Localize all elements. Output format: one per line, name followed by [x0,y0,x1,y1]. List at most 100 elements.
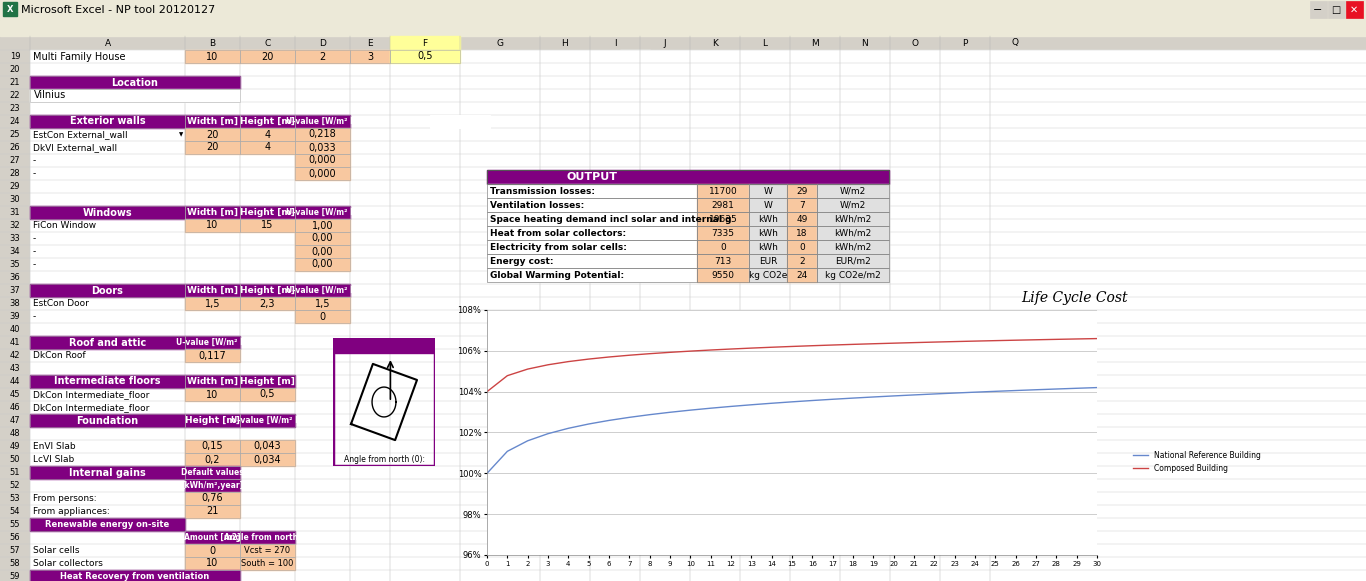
Bar [749,254,787,268]
Bar [30,518,184,531]
Bar [295,154,350,167]
Text: −: − [1313,5,1322,15]
Text: 24: 24 [10,117,20,126]
Bar [697,254,749,268]
Bar [240,50,295,63]
Bar [295,115,350,128]
Bar [295,206,350,219]
Bar [184,375,240,388]
Text: 57: 57 [10,546,20,555]
Bar [30,570,240,581]
National Reference Building [926,390,943,397]
Text: 0: 0 [799,242,805,252]
Line: Composed Building: Composed Building [488,339,1097,392]
Bar [295,50,350,63]
Text: 32: 32 [10,221,20,230]
Text: 31: 31 [10,208,20,217]
Bar [184,50,240,63]
Composed Building [601,353,617,360]
Bar [488,184,697,198]
Composed Building [906,339,922,346]
Bar [240,219,295,232]
Text: C: C [265,38,270,48]
National Reference Building [947,390,963,397]
Bar [333,338,436,353]
Bar [30,518,184,531]
Text: 10: 10 [206,52,219,62]
Bar [295,141,350,154]
Bar [184,141,240,154]
Bar [184,349,240,362]
National Reference Building [784,399,800,406]
Bar [30,76,240,89]
Text: Width [m]: Width [m] [187,286,238,295]
Bar [240,297,295,310]
Text: Angle from north [°]: Angle from north [°] [224,533,311,542]
Bar [30,76,240,89]
Text: kWh/m2: kWh/m2 [835,242,872,252]
Text: 45: 45 [10,390,20,399]
Text: DkVI External_wall: DkVI External_wall [33,143,117,152]
Text: Windows: Windows [83,207,133,217]
Bar [30,336,184,349]
Text: 0,5: 0,5 [417,52,433,62]
Text: 0,218: 0,218 [309,130,336,139]
Bar [240,557,295,570]
Bar [817,198,889,212]
Bar [295,167,350,180]
Bar [787,254,817,268]
Text: Solar cells: Solar cells [33,546,79,555]
Composed Building [805,342,821,349]
Text: kg CO2e/m2: kg CO2e/m2 [825,271,881,279]
Bar [184,466,240,479]
Text: 0,000: 0,000 [309,168,336,178]
Text: From persons:: From persons: [33,494,97,503]
Bar [184,219,240,232]
Bar [30,284,184,297]
Text: 38: 38 [10,299,20,308]
Text: Energy cost:: Energy cost: [490,256,553,266]
Bar [697,268,749,282]
Text: Microsoft Excel - NP tool 20120127: Microsoft Excel - NP tool 20120127 [20,5,216,15]
Bar [295,284,350,297]
Bar [184,128,240,141]
Bar [430,115,490,128]
Text: 50: 50 [10,455,20,464]
Bar [350,50,391,63]
Text: 39: 39 [10,312,20,321]
Bar [30,570,240,581]
Text: 0,00: 0,00 [311,246,333,256]
Bar [749,254,787,268]
Text: Height [m]: Height [m] [184,416,240,425]
Bar [749,212,787,226]
Text: Height [m]: Height [m] [240,286,295,295]
Bar [3,2,16,16]
Bar [240,375,295,388]
Composed Building [661,349,678,356]
Bar [184,50,240,63]
National Reference Building [1048,386,1064,393]
Composed Building [784,343,800,350]
National Reference Building [988,388,1004,395]
Text: 29: 29 [10,182,20,191]
Composed Building [479,388,496,395]
Bar [350,50,391,63]
Bar [749,240,787,254]
Bar [391,36,460,50]
National Reference Building [499,448,515,455]
Text: 0: 0 [320,311,325,321]
Bar [817,212,889,226]
Text: Width [m]: Width [m] [187,117,238,126]
Text: Roof and attic: Roof and attic [68,338,146,347]
Text: W/m2: W/m2 [840,200,866,210]
Bar [817,226,889,240]
Bar [787,268,817,282]
Bar [295,310,350,323]
Bar [488,254,697,268]
Text: Multi Family House: Multi Family House [33,52,126,62]
Text: G: G [496,38,504,48]
Text: -: - [33,247,37,256]
Text: 52: 52 [10,481,20,490]
Bar [240,453,295,466]
Bar [240,128,295,141]
